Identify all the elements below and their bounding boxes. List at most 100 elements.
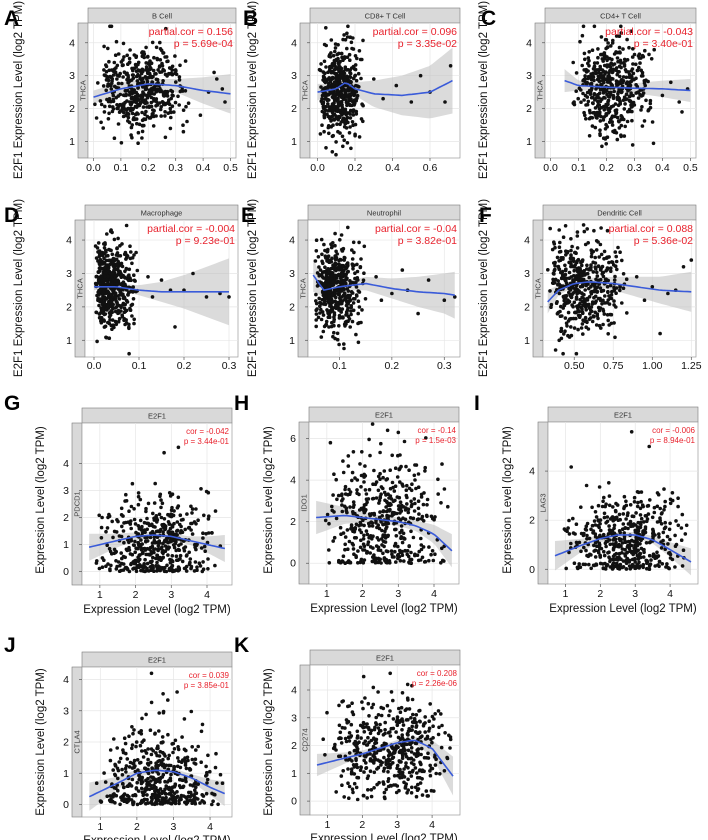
data-point	[607, 120, 612, 124]
data-point	[601, 115, 606, 119]
data-point	[140, 716, 144, 721]
data-point	[384, 549, 389, 553]
data-point	[323, 290, 327, 295]
data-point	[575, 230, 580, 234]
data-point	[185, 119, 189, 124]
data-point	[351, 36, 355, 40]
data-point	[416, 472, 421, 476]
data-point	[619, 557, 623, 561]
data-point	[389, 497, 394, 501]
data-point	[358, 462, 362, 466]
data-point	[582, 269, 586, 273]
data-point	[592, 563, 597, 568]
data-point	[393, 549, 397, 554]
data-point	[361, 537, 366, 541]
y-tick-label: 3	[63, 485, 69, 497]
data-point	[320, 101, 325, 106]
data-point	[621, 75, 626, 79]
data-point	[645, 559, 650, 564]
data-point	[159, 114, 163, 118]
data-point	[137, 553, 142, 557]
data-point	[657, 559, 662, 564]
data-point	[443, 100, 447, 104]
data-point	[412, 497, 417, 501]
data-point	[128, 256, 133, 261]
data-point	[345, 31, 349, 36]
data-point	[161, 750, 165, 755]
data-point	[340, 287, 345, 292]
data-point	[347, 92, 352, 97]
data-point	[372, 553, 376, 557]
data-point	[95, 559, 99, 563]
data-point	[201, 531, 205, 535]
data-point	[118, 244, 122, 248]
data-point	[139, 538, 143, 542]
y-axis-label: E2F1 Expression Level (log2 TPM)	[13, 199, 25, 377]
data-point	[409, 561, 414, 565]
data-point	[585, 263, 589, 268]
data-point	[327, 131, 331, 136]
data-point	[601, 118, 606, 122]
data-point	[139, 781, 144, 786]
data-point	[152, 569, 156, 573]
data-point	[611, 542, 615, 546]
data-point	[135, 268, 140, 273]
data-point	[585, 227, 589, 231]
data-point	[326, 108, 331, 113]
data-point	[161, 555, 165, 560]
data-point	[207, 514, 211, 518]
stat-pvalue: p = 3.35e-02	[398, 38, 457, 50]
data-point	[109, 300, 114, 304]
data-point	[353, 276, 357, 281]
data-point	[347, 97, 352, 101]
data-point	[327, 290, 331, 295]
data-point	[97, 250, 102, 254]
data-point	[116, 236, 120, 241]
data-point	[635, 504, 640, 509]
data-point	[327, 521, 331, 526]
data-point	[172, 569, 177, 573]
data-point	[666, 291, 670, 296]
data-point	[324, 319, 329, 324]
data-point	[598, 128, 602, 132]
data-point	[384, 560, 389, 565]
data-point	[111, 97, 115, 102]
data-point	[610, 528, 615, 533]
data-point	[176, 495, 181, 500]
data-point	[145, 516, 149, 521]
data-point	[619, 24, 623, 29]
data-point	[615, 561, 619, 566]
data-point	[379, 441, 383, 446]
data-point	[668, 556, 673, 560]
data-point	[160, 501, 165, 506]
data-point	[409, 529, 413, 534]
data-point	[571, 60, 575, 65]
data-point	[573, 287, 577, 291]
y-tick-label: 2	[69, 103, 75, 115]
data-point	[617, 544, 621, 549]
data-point	[361, 561, 366, 565]
data-point	[355, 491, 359, 496]
data-point	[657, 532, 661, 536]
data-point	[406, 507, 411, 512]
data-point	[382, 469, 387, 473]
stat-correlation: cor = -0.14	[418, 426, 457, 435]
data-point	[122, 306, 127, 311]
x-tick-label: 0.1	[332, 360, 347, 372]
data-point	[140, 749, 144, 753]
strip-title: E2F1	[148, 412, 166, 421]
data-point	[137, 565, 141, 569]
data-point	[649, 558, 653, 562]
data-point	[345, 55, 350, 59]
data-point	[177, 568, 182, 572]
data-point	[585, 537, 589, 541]
data-point	[562, 527, 567, 531]
data-point	[578, 39, 582, 44]
data-point	[584, 325, 588, 330]
data-point	[599, 528, 603, 533]
data-point	[593, 548, 598, 553]
data-point	[355, 488, 359, 492]
data-point	[643, 48, 647, 53]
x-tick-label: 0.1	[114, 162, 129, 174]
